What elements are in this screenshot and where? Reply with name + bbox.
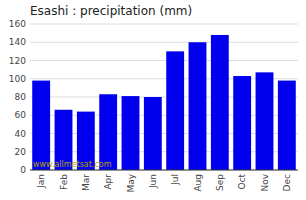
bar [211,35,229,170]
y-tick-label: 0 [20,165,26,175]
bar [189,42,207,170]
bar [233,76,251,170]
bar [99,94,117,170]
x-tick-label: Oct [237,174,247,190]
grid-line [30,42,298,43]
x-tick-label: May [126,173,136,192]
grid-line [30,24,298,25]
x-tick-label: Sep [215,174,225,191]
bars [32,35,296,170]
x-tick-label: Apr [103,174,113,190]
x-axis-line [30,170,298,171]
bar [144,97,162,170]
x-tick-label: Jan [36,174,46,189]
x-axis: Jan Feb Mar Apr May Jun Jul Aug Sep Oct Nov Dec [36,173,292,192]
y-tick-label: 80 [15,92,27,102]
x-tick-label: Jul [170,174,180,186]
watermark: www.allmetsat.com [33,160,112,169]
y-tick-label: 120 [9,56,26,66]
x-tick-label: Dec [282,174,292,191]
x-tick-label: Mar [81,174,91,191]
bar [278,81,296,170]
bar [122,96,140,170]
title: Esashi : precipitation (mm) [30,4,192,18]
grid-line [30,170,298,171]
x-tick-label: Aug [193,174,203,192]
chart: Esashi : precipitation (mm) 0 20 40 60 80 100 1… [0,0,306,200]
bar [32,81,50,170]
x-tick-label: Feb [59,174,69,190]
bar [166,51,184,170]
grid-line [30,60,298,61]
x-tick-label: Jun [148,174,158,189]
bar [256,72,274,170]
y-tick-label: 40 [15,129,27,139]
y-tick-label: 100 [9,74,26,84]
y-tick-label: 20 [15,147,27,157]
y-tick-label: 60 [15,110,27,120]
x-tick-label: Nov [260,173,270,191]
y-tick-label: 160 [9,19,26,29]
y-axis: 0 20 40 60 80 100 120 140 160 [9,19,298,175]
y-tick-label: 140 [9,37,26,47]
